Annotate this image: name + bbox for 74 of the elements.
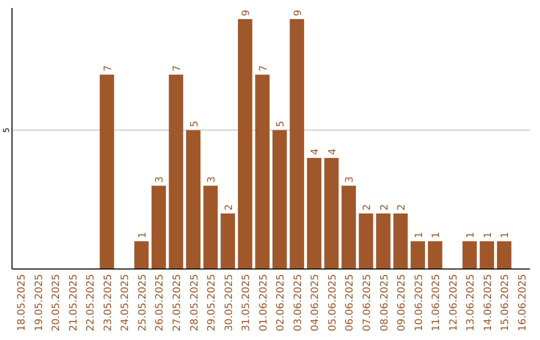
data-label: 7: [172, 65, 183, 72]
x-tick-label: 22.05.2025: [86, 274, 97, 332]
x-tick-label: 14.06.2025: [482, 274, 494, 332]
bar: [203, 186, 218, 269]
bar: [100, 74, 114, 269]
x-tick-label: 07.06.2025: [362, 274, 373, 332]
x-tick-label: 11.06.2025: [431, 274, 442, 332]
x-tick-label: 23.05.2025: [102, 274, 114, 332]
bar: [186, 130, 200, 269]
x-tick-label: 29.05.2025: [206, 274, 218, 332]
bar: [428, 241, 442, 269]
x-tick-label: 03.06.2025: [292, 274, 304, 332]
x-tick-label: 01.06.2025: [258, 274, 270, 332]
bar: [410, 241, 425, 269]
x-tick-label: 15.06.2025: [500, 274, 512, 332]
x-tick-label: 12.06.2025: [448, 274, 460, 332]
x-tick-label: 02.06.2025: [276, 274, 287, 332]
x-tick-label: 19.05.2025: [34, 274, 45, 332]
bar: [497, 241, 512, 269]
bar: [462, 241, 477, 269]
data-label: 5: [189, 120, 200, 128]
bar: [358, 213, 374, 269]
data-label: 4: [327, 148, 338, 155]
bar: [272, 130, 287, 269]
data-label: 1: [466, 232, 477, 238]
x-tick-label: 21.05.2025: [68, 274, 80, 332]
bar: [134, 241, 149, 269]
x-tick-label: 04.06.2025: [310, 274, 322, 332]
x-tick-label: 06.06.2025: [344, 274, 356, 332]
bar: [376, 213, 390, 269]
data-label: 9: [292, 10, 304, 16]
bar: [290, 19, 304, 269]
bar: [307, 158, 322, 269]
data-label: 9: [241, 10, 252, 16]
x-tick-label: 20.05.2025: [51, 274, 62, 332]
data-label: 2: [396, 204, 408, 210]
data-label: 1: [414, 232, 425, 238]
x-tick-label: 28.05.2025: [189, 274, 200, 332]
data-label: 7: [258, 65, 270, 72]
x-tick-label: 09.06.2025: [396, 274, 408, 332]
data-label: 1: [482, 232, 494, 238]
data-label: 3: [206, 176, 218, 183]
data-label: 1: [431, 232, 442, 238]
x-tick-label: 18.05.2025: [16, 274, 28, 332]
data-label: 3: [154, 176, 166, 183]
bar: [342, 186, 356, 269]
x-tick-label: 10.06.2025: [414, 274, 425, 332]
bar: [324, 158, 339, 269]
bar: [168, 74, 184, 269]
bar: [152, 186, 166, 269]
data-label: 2: [224, 204, 235, 210]
data-label: 5: [276, 120, 287, 128]
bar: [220, 213, 235, 269]
x-tick-label: 25.05.2025: [137, 274, 148, 332]
data-label: 1: [137, 232, 148, 238]
bar: [393, 213, 408, 269]
x-tick-label: 27.05.2025: [172, 274, 183, 332]
data-label: 3: [344, 176, 356, 183]
x-tick-label: 13.06.2025: [466, 274, 477, 332]
data-label: 7: [102, 65, 114, 72]
x-tick-label: 08.06.2025: [379, 274, 390, 332]
data-label: 2: [379, 204, 390, 210]
bar: [480, 241, 494, 269]
x-tick-label: 30.05.2025: [224, 274, 235, 332]
bar: [255, 74, 270, 269]
bar: [238, 19, 252, 269]
x-tick-label: 26.05.2025: [154, 274, 166, 332]
x-tick-label: 05.06.2025: [327, 274, 338, 332]
data-label: 2: [362, 204, 373, 210]
x-tick-label: 16.06.2025: [517, 274, 528, 332]
x-tick-label: 24.05.2025: [120, 274, 132, 332]
data-label: 1: [500, 232, 512, 238]
x-tick-label: 31.05.2025: [241, 274, 252, 332]
data-label: 4: [310, 148, 322, 155]
